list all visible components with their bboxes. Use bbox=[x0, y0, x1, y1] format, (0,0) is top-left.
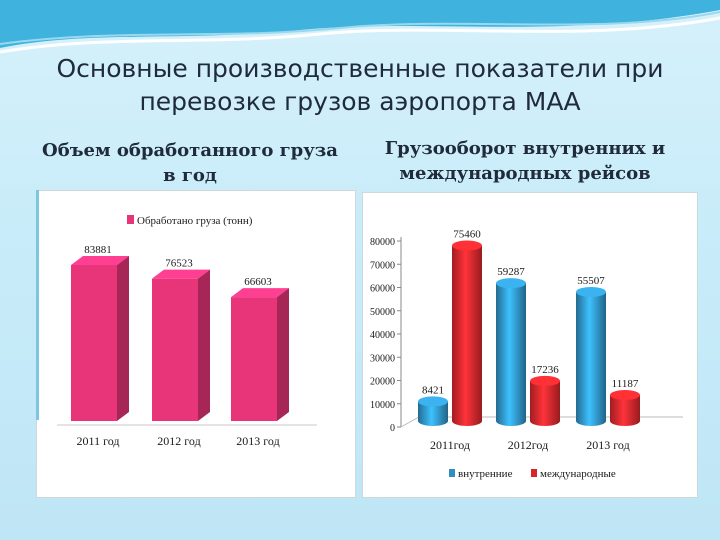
page-title: Основные производственные показатели при… bbox=[56, 54, 664, 116]
right-bar-внутренние-3 bbox=[576, 291, 606, 426]
left-bar-front-2 bbox=[152, 278, 198, 421]
right-chart-panel: 0 10000 20000 30000 40000 50000 60000 70000 8000… bbox=[362, 192, 698, 498]
left-legend-label: Обработано груза (тонн) bbox=[137, 215, 253, 227]
right-bar-top-международные-3 bbox=[610, 389, 640, 400]
right-y-tick-label-4: 40000 bbox=[370, 330, 395, 341]
right-legend-swatch-1 bbox=[449, 469, 455, 477]
right-y-tick-label-5: 50000 bbox=[370, 307, 395, 318]
right-bar-top-внутренние-2 bbox=[496, 278, 526, 289]
right-y-tick-label-6: 60000 bbox=[370, 284, 395, 295]
right-bar-value-внутренние-2: 59287 bbox=[497, 266, 525, 278]
left-category-label-1: 2011 год bbox=[77, 434, 120, 448]
right-category-label-1: 2011год bbox=[430, 438, 470, 452]
left-panel-edge-decoration bbox=[36, 190, 39, 420]
right-bar-top-международные-1 bbox=[452, 240, 482, 251]
left-bar-top-3 bbox=[231, 288, 289, 298]
right-y-tick-label-7: 70000 bbox=[370, 260, 395, 271]
right-y-tick-label-0: 0 bbox=[390, 423, 395, 434]
right-category-label-3: 2013 год bbox=[586, 438, 629, 452]
left-bar-top-2 bbox=[152, 269, 210, 279]
header-wave-decoration bbox=[0, 0, 720, 54]
right-y-tick-label-2: 20000 bbox=[370, 377, 395, 388]
flights-cargo-chart: 0 10000 20000 30000 40000 50000 60000 70000 8000… bbox=[370, 229, 683, 480]
right-category-label-2: 2012год bbox=[508, 438, 548, 452]
left-bar-side-3 bbox=[277, 288, 289, 421]
right-legend-label-1: внутренние bbox=[458, 468, 513, 480]
right-bar-внутренние-2 bbox=[496, 283, 526, 426]
right-bar-value-международные-2: 17236 bbox=[531, 364, 559, 376]
left-chart-subtitle: Объем обработанного груза в год bbox=[42, 140, 338, 186]
left-bar-value-3: 66603 bbox=[244, 276, 272, 288]
right-bar-top-внутренние-3 bbox=[576, 286, 606, 297]
right-bar-value-внутренние-3: 55507 bbox=[577, 275, 605, 287]
right-bar-международные-2 bbox=[530, 380, 560, 426]
left-bar-top-1 bbox=[71, 255, 129, 265]
left-bar-value-2: 76523 bbox=[165, 258, 193, 270]
left-category-label-3: 2013 год bbox=[236, 434, 279, 448]
cargo-volume-chart: Обработано груза (тонн) 83881 2011 год 7652… bbox=[57, 215, 317, 448]
right-bar-международные-1 bbox=[452, 245, 482, 426]
right-y-tick-label-1: 10000 bbox=[370, 400, 395, 411]
right-bar-top-внутренние-1 bbox=[418, 396, 448, 407]
left-bar-side-2 bbox=[198, 269, 210, 421]
right-chart-subtitle: Грузооборот внутренних и международных р… bbox=[384, 138, 666, 184]
left-legend-swatch bbox=[127, 215, 134, 224]
right-bar-value-международные-3: 11187 bbox=[612, 378, 639, 390]
right-bar-value-международные-1: 75460 bbox=[453, 229, 481, 241]
left-chart-panel: Обработано груза (тонн) 83881 2011 год 7652… bbox=[36, 190, 356, 498]
left-bar-front-3 bbox=[231, 297, 277, 421]
right-y-tick-label-3: 30000 bbox=[370, 353, 395, 364]
right-legend-label-2: международные bbox=[540, 468, 616, 480]
right-bar-международные-3 bbox=[610, 394, 640, 426]
right-y-tick-label-8: 80000 bbox=[370, 237, 395, 248]
left-bar-value-1: 83881 bbox=[84, 244, 112, 256]
right-legend-swatch-2 bbox=[531, 469, 537, 477]
left-bar-side-1 bbox=[117, 255, 129, 421]
left-category-label-2: 2012 год bbox=[157, 434, 200, 448]
left-bar-front-1 bbox=[71, 264, 117, 421]
right-bar-внутренние-1 bbox=[418, 401, 448, 426]
right-bar-value-внутренние-1: 8421 bbox=[422, 384, 444, 396]
right-bar-top-международные-2 bbox=[530, 375, 560, 386]
